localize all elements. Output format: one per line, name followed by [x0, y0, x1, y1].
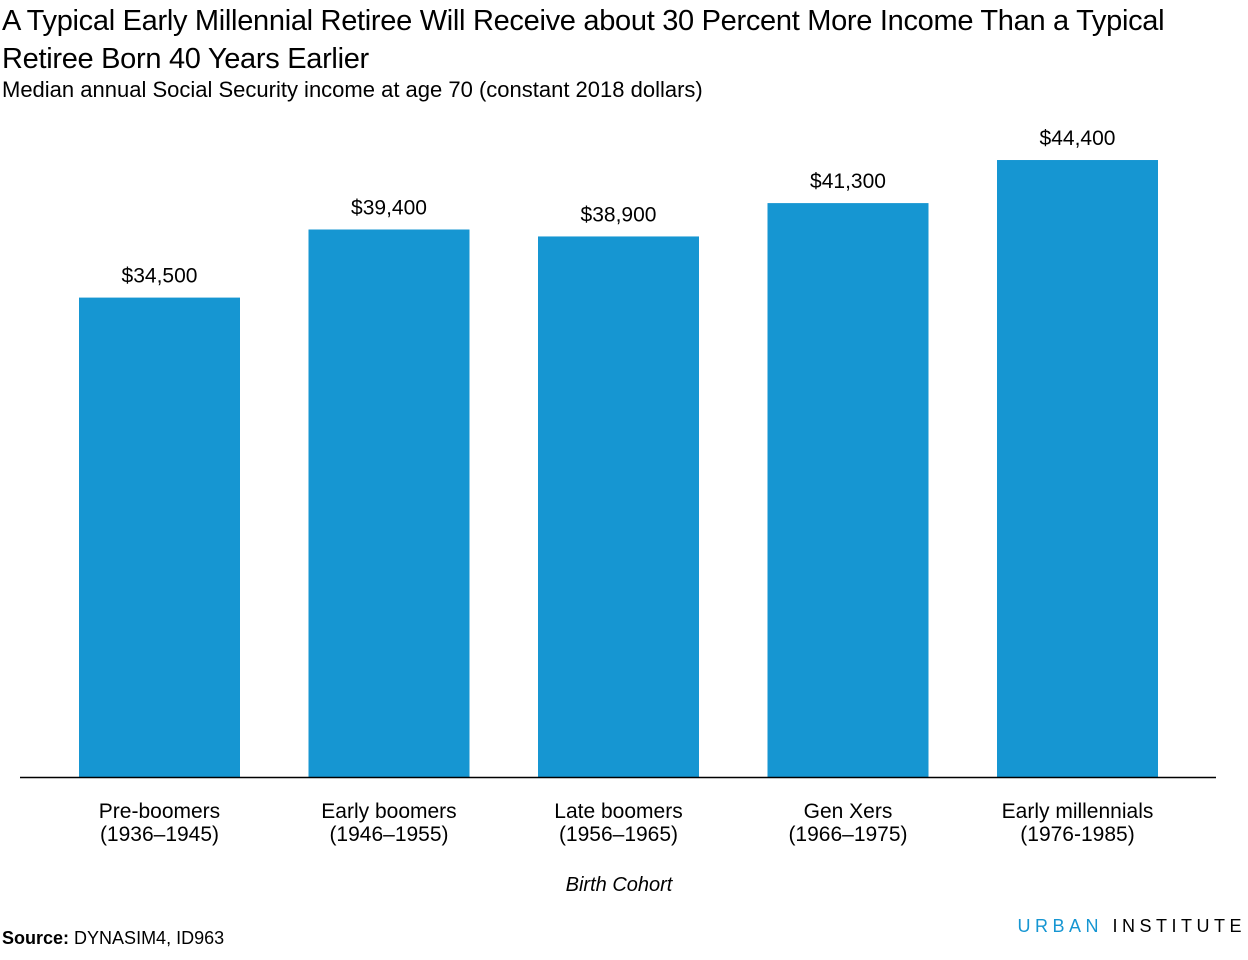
chart-subtitle: Median annual Social Security income at …: [2, 77, 703, 102]
category-label-3: Gen Xers: [804, 800, 893, 823]
category-label-1: Early boomers: [321, 800, 456, 823]
bar-3: [767, 203, 929, 778]
logo-word-institute: INSTITUTE: [1112, 916, 1246, 936]
source-note: Source: DYNASIM4, ID963: [2, 928, 224, 949]
data-label-3: $41,300: [810, 170, 886, 193]
logo-word-urban: URBAN: [1017, 916, 1103, 936]
category-label-0: Pre-boomers: [99, 800, 220, 823]
category-label-4: Early millennials: [1002, 800, 1154, 823]
category-years-2: (1956–1965): [559, 823, 678, 846]
category-label-2: Late boomers: [554, 800, 682, 823]
category-years-3: (1966–1975): [788, 823, 907, 846]
bar-2: [538, 236, 699, 777]
category-years-0: (1936–1945): [100, 823, 219, 846]
bar-4: [997, 160, 1158, 777]
chart-title: A Typical Early Millennial Retiree Will …: [2, 5, 1165, 75]
bar-chart: $34,500 Pre-boomers(1936–1945) $39,400 Earl…: [20, 127, 1216, 896]
bar-0: [79, 297, 240, 777]
category-years-4: (1976-1985): [1020, 823, 1134, 846]
data-label-1: $39,400: [351, 197, 427, 220]
source-label: Source:: [2, 928, 70, 948]
urban-institute-logo: URBAN INSTITUTE: [1017, 916, 1246, 937]
x-axis-title: Birth Cohort: [566, 874, 674, 896]
bar-1: [308, 229, 470, 778]
source-text: DYNASIM4, ID963: [74, 928, 225, 948]
category-years-1: (1946–1955): [329, 823, 448, 846]
data-label-4: $44,400: [1040, 127, 1116, 150]
data-label-2: $38,900: [581, 203, 657, 226]
data-label-0: $34,500: [122, 265, 198, 288]
